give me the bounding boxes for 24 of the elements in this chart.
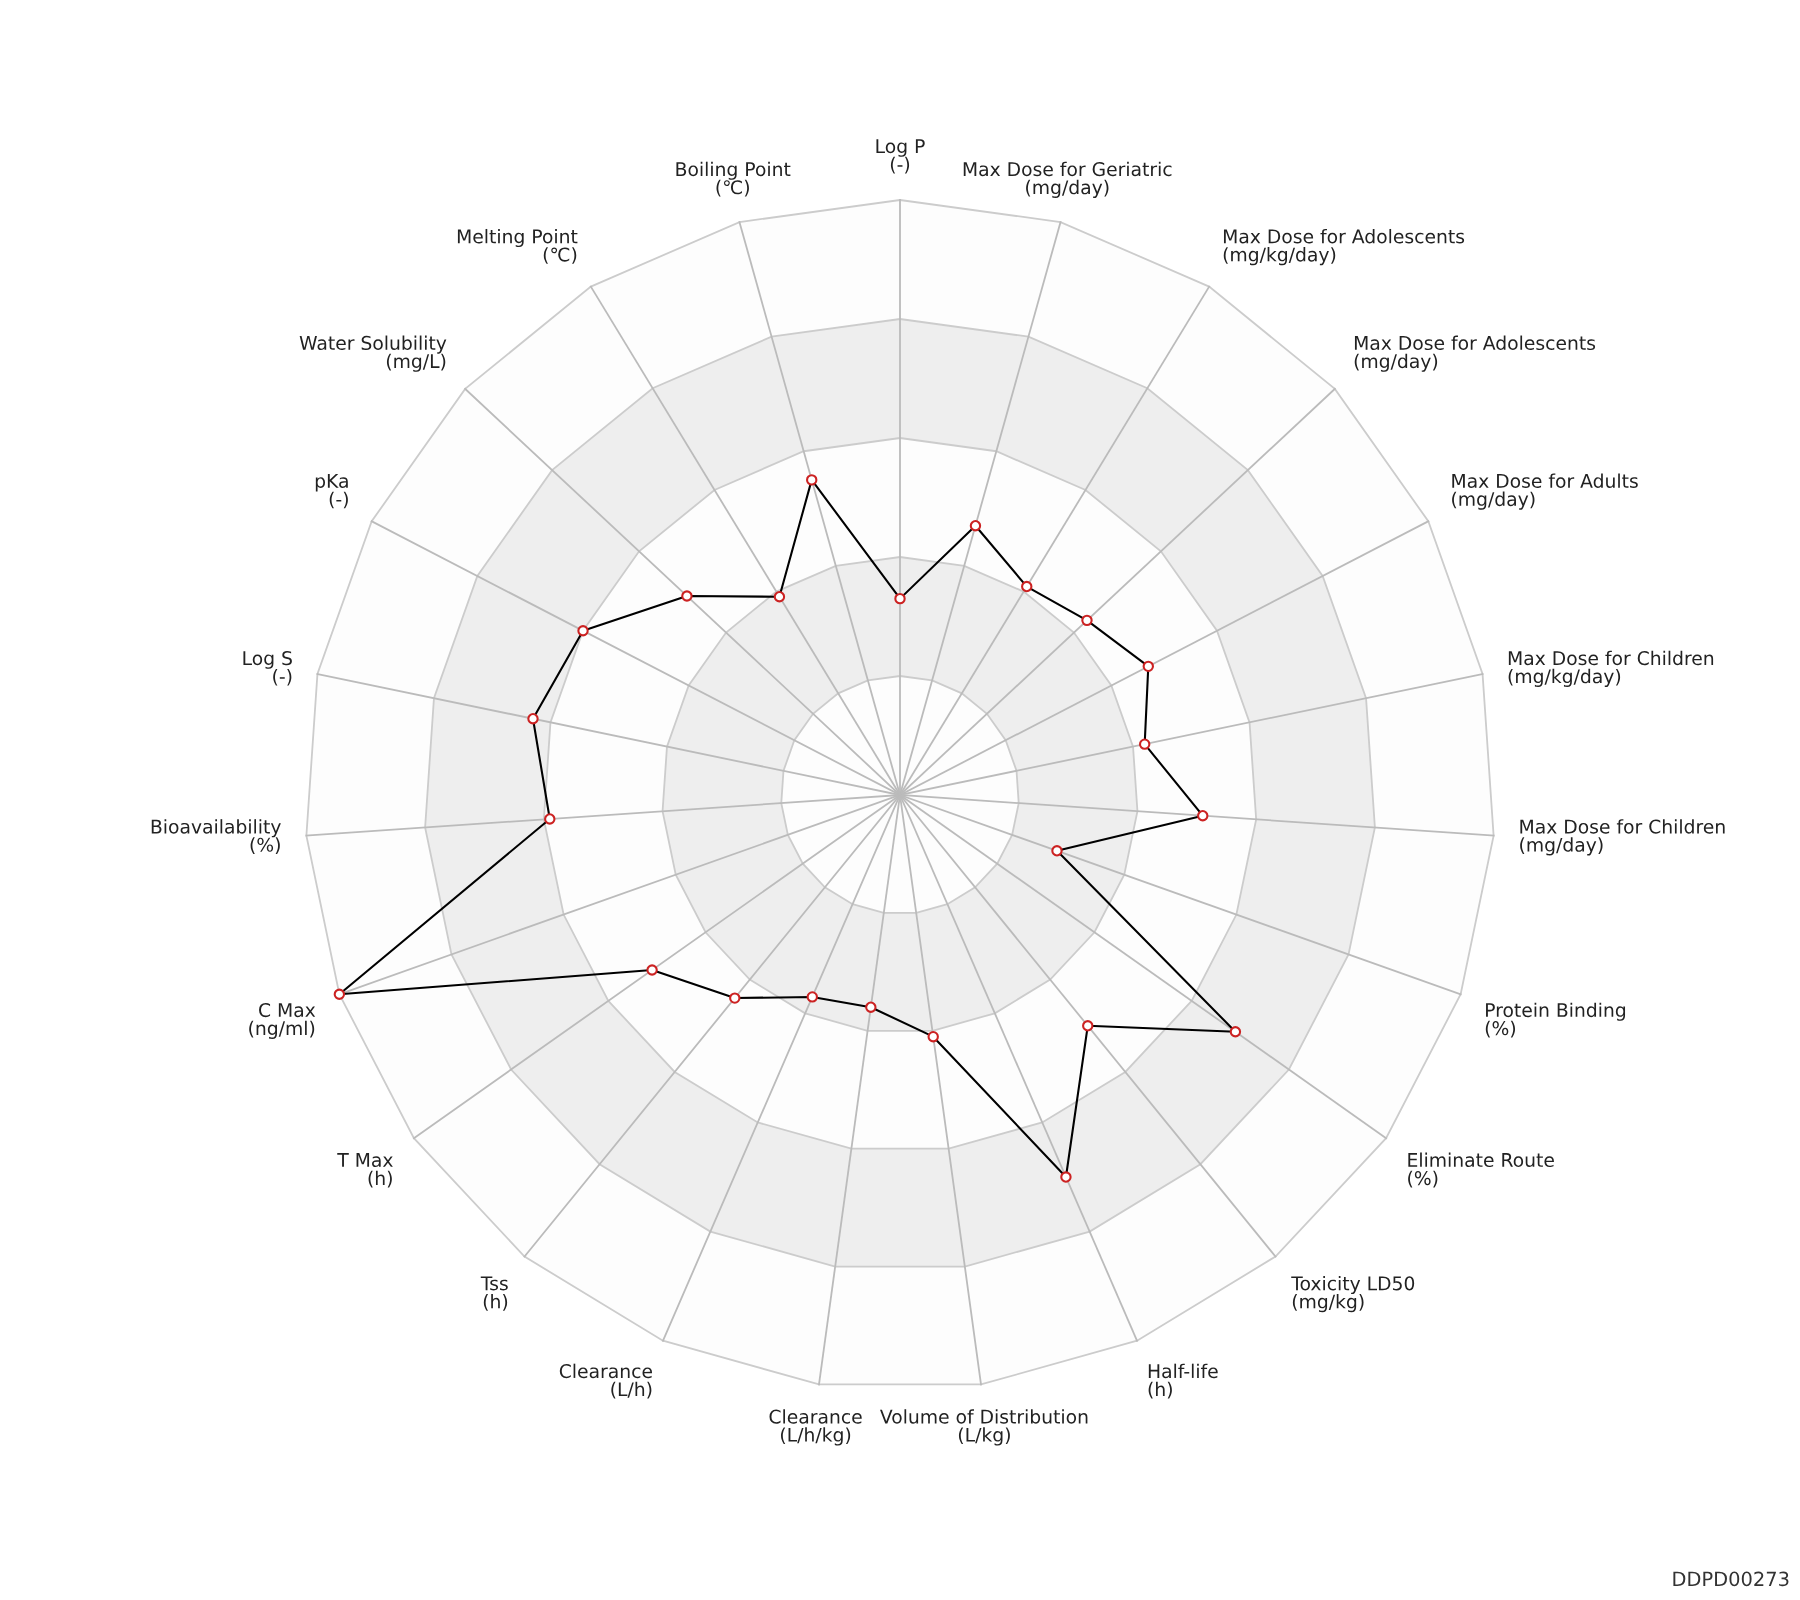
spoke-label: Max Dose for Geriatric (mg/day) (963, 161, 1172, 198)
spoke-label: Log S (-) (243, 651, 292, 686)
spoke-label: Max Dose for Adolescents (mg/day) (1354, 335, 1596, 372)
spoke-label: Max Dose for Children (mg/kg/day) (1508, 650, 1714, 687)
spoke-label: Max Dose for Children (mg/day) (1520, 819, 1725, 856)
spoke-label: pKa (-) (315, 474, 348, 509)
spoke-label: Protein Binding (%) (1485, 1002, 1626, 1038)
spoke-label: Toxicity LD50 (mg/kg) (1291, 1275, 1415, 1313)
text: DDPD00273 (1673, 1571, 1789, 1587)
spoke-label: Water Solubility (mg/L) (299, 335, 447, 372)
spoke-label: Clearance (L/h) (559, 1363, 652, 1399)
spoke-label: Log P (-) (876, 139, 925, 174)
spoke-label: Clearance (L/h/kg) (769, 1409, 862, 1446)
spoke-label: C Max (ng/ml) (249, 1002, 316, 1039)
spoke-label: Max Dose for Adults (mg/day) (1452, 473, 1638, 510)
spoke-label: Volume of Distribution (L/kg) (880, 1409, 1088, 1446)
spoke-label: Melting Point (℃) (457, 228, 578, 264)
spoke-label: Boiling Point (℃) (676, 161, 791, 197)
spoke-label: Half-life (h) (1148, 1363, 1218, 1399)
spoke-label: T Max (h) (337, 1153, 393, 1188)
spoke-label: Eliminate Route (%) (1408, 1152, 1554, 1188)
spoke-label: Bioavailability (%) (151, 819, 281, 855)
spoke-label: Max Dose for Adolescents (mg/kg/day) (1223, 228, 1465, 266)
spoke-label: Tss (h) (480, 1276, 508, 1311)
